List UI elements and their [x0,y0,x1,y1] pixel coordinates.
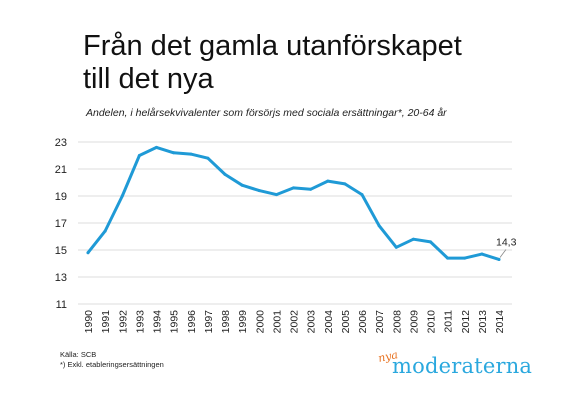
data-point [309,187,313,191]
x-tick-label: 2003 [306,310,318,334]
x-tick-label: 2001 [271,310,283,334]
x-tick-label: 1996 [186,310,198,334]
data-point [480,252,484,256]
data-point [155,145,158,149]
data-point [326,179,330,183]
chart-title: Från det gamla utanförskapet till det ny… [83,30,462,96]
data-point [377,224,381,228]
data-point [240,183,244,187]
data-point [411,237,415,241]
data-point [86,251,90,255]
x-tick-label: 1995 [169,310,181,334]
x-tick-label: 2004 [323,310,335,334]
y-tick-label: 15 [55,245,67,257]
source-label: Källa: SCB [60,350,97,359]
data-point [172,151,176,155]
y-tick-label: 13 [55,272,67,284]
moderaterna-logo: nya moderaterna [376,348,532,380]
chart-subtitle: Andelen, i helårsekvivalenter som försör… [86,107,447,119]
x-tick-label: 2012 [460,310,472,334]
data-point [360,193,364,197]
data-point [223,172,227,176]
data-point [120,194,124,198]
x-tick-label: 1990 [83,310,95,334]
x-tick-label: 2009 [408,310,420,334]
x-tick-label: 2006 [357,310,369,334]
data-point [446,256,450,260]
footnote-label: *) Exkl. etableringsersättningen [60,360,164,369]
y-tick-label: 17 [55,218,67,230]
y-tick-label: 19 [55,191,67,203]
y-tick-label: 21 [55,164,67,176]
data-point [206,156,210,160]
series-line [86,145,501,261]
x-tick-label: 2007 [374,310,386,334]
data-point [429,240,432,244]
data-point [343,182,347,186]
x-tick-label: 1991 [100,310,112,334]
x-tick-label: 2011 [443,310,455,333]
x-tick-label: 2002 [289,310,301,334]
x-tick-label: 1997 [203,310,215,334]
data-point [103,229,107,233]
data-point [292,186,295,190]
data-point [274,193,278,197]
x-tick-label: 2010 [426,310,438,334]
x-tick-label: 2005 [340,310,352,334]
annotation-label: 14,3 [496,236,517,248]
x-tick-label: 2013 [477,310,489,334]
x-tick-label: 2000 [254,310,266,334]
logo-name: moderaterna [392,354,533,378]
data-point [394,245,398,249]
data-point [463,256,467,260]
x-tick-label: 1992 [117,310,129,334]
y-tick-label: 11 [56,299,67,311]
x-tick-label: 2014 [494,310,506,334]
x-tick-label: 1993 [134,310,146,334]
annotation-leader [499,249,507,258]
x-tick-label: 1994 [152,310,164,334]
data-point [257,189,261,193]
chart-title-line2: till det nya [83,63,214,95]
y-tick-label: 23 [55,137,67,149]
data-point [137,154,141,157]
x-tick-label: 1998 [220,310,232,334]
data-point [189,152,193,156]
source-notes: Källa: SCB *) Exkl. etableringsersättnin… [60,350,164,370]
x-tick-label: 1999 [237,310,249,334]
chart-title-line1: Från det gamla utanförskapet [83,30,462,62]
x-tick-label: 2008 [391,310,403,334]
data-point [497,257,501,261]
